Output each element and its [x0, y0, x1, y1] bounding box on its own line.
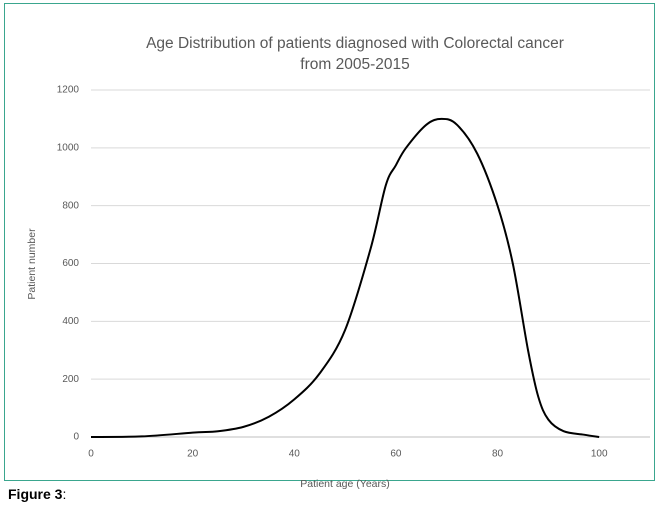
y-tick-label: 400: [62, 316, 79, 327]
y-tick-label: 200: [62, 374, 79, 385]
caption: Figure 3:: [8, 486, 66, 502]
y-tick-label: 0: [73, 432, 79, 443]
y-axis-label: Patient number: [26, 228, 38, 300]
chart-title: Age Distribution of patients diagnosed w…: [146, 35, 564, 52]
y-tick-label: 1200: [57, 85, 80, 96]
caption-suffix: :: [62, 486, 67, 502]
caption-label: Figure 3: [8, 486, 63, 502]
chart-title: from 2005-2015: [300, 56, 409, 73]
y-tick-label: 800: [62, 200, 79, 211]
x-tick-label: 80: [492, 449, 504, 460]
x-tick-label: 40: [289, 449, 301, 460]
x-tick-label: 100: [591, 449, 608, 460]
y-tick-label: 1000: [57, 142, 80, 153]
x-axis-label: Patient age (Years): [300, 478, 390, 490]
x-tick-label: 0: [88, 449, 94, 460]
frame: [4, 3, 655, 481]
x-tick-label: 20: [187, 449, 199, 460]
y-tick-label: 600: [62, 258, 79, 269]
x-tick-label: 60: [390, 449, 402, 460]
line-series: [90, 117, 600, 438]
